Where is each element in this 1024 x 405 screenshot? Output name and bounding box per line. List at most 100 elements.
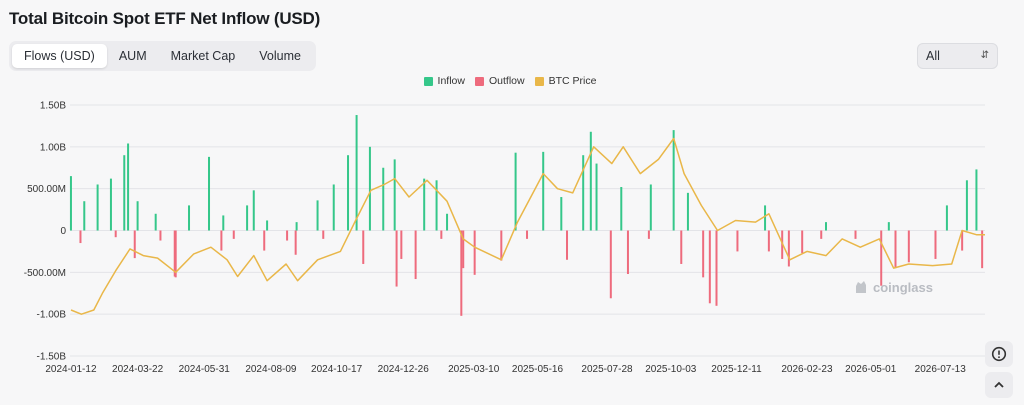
x-tick-label: 2026-05-01 — [845, 364, 897, 375]
inflow-bar — [620, 186, 623, 231]
inflow-bar — [188, 205, 191, 231]
inflow-bar — [764, 205, 767, 231]
range-select-value: All — [926, 49, 940, 63]
inflow-bar — [435, 180, 438, 231]
y-tick-label: -500.00M — [24, 268, 66, 279]
outflow-bar — [174, 230, 177, 278]
outflow-bar — [702, 230, 705, 278]
outflow-bar — [961, 230, 964, 251]
inflow-bar — [649, 184, 652, 231]
metric-tabs: Flows (USD) AUM Market Cap Volume — [9, 41, 316, 71]
legend-item-outflow[interactable]: Outflow — [474, 75, 525, 87]
legend-label-outflow: Outflow — [488, 75, 525, 87]
x-tick-label: 2025-03-10 — [448, 364, 500, 375]
inflow-bar — [347, 155, 350, 231]
tab-aum[interactable]: AUM — [118, 49, 147, 63]
inflow-bar — [208, 156, 211, 231]
scroll-top-button[interactable] — [985, 372, 1013, 398]
inflow-bar — [595, 163, 598, 231]
inflow-bar — [316, 200, 319, 231]
range-select[interactable]: All ⇵ — [917, 43, 998, 69]
outflow-bar — [440, 230, 443, 239]
y-tick-label: -1.00B — [37, 310, 67, 321]
x-tick-label: 2024-10-17 — [311, 364, 363, 375]
coinglass-logo-icon — [856, 281, 866, 293]
outflow-bar — [715, 230, 718, 306]
outflow-bar — [220, 230, 223, 251]
inflow-bar — [266, 220, 269, 231]
chevron-updown-icon: ⇵ — [980, 50, 989, 61]
x-tick-label: 2025-12-11 — [711, 364, 762, 375]
outflow-bar — [322, 230, 325, 239]
x-tick-label: 2024-12-26 — [378, 364, 430, 375]
inflow-bar — [446, 213, 449, 231]
outflow-bar — [820, 230, 823, 239]
x-axis-ticks: 2024-01-12 2024-03-22 2024-05-31 2024-08-09… — [45, 364, 966, 375]
outflow-bar — [708, 230, 711, 304]
inflow-bar — [127, 143, 130, 231]
alert-clock-icon — [991, 346, 1007, 362]
y-axis-ticks: -1.50B -1.00B -500.00M 0 500.00M 1.00B 1.50B — [24, 101, 67, 363]
inflow-bar — [252, 190, 255, 231]
outflow-bar — [626, 230, 629, 275]
inflow-bar — [109, 178, 112, 231]
inflow-bar — [887, 222, 890, 231]
watermark: coinglass — [853, 279, 933, 295]
x-tick-label: 2024-08-09 — [245, 364, 297, 375]
alert-button[interactable] — [985, 341, 1013, 367]
outflow-bar — [787, 230, 790, 267]
outflow-bar — [526, 230, 529, 239]
inflow-bar — [824, 222, 827, 231]
inflow-bar — [246, 205, 249, 231]
watermark-text: coinglass — [873, 279, 933, 295]
outflow-bar — [159, 230, 162, 241]
outflow-bar — [286, 230, 289, 241]
inflow-bar — [295, 222, 298, 231]
btc-price-line — [70, 137, 985, 315]
y-tick-label: 0 — [60, 226, 66, 237]
inflow-bar — [332, 184, 335, 231]
outflow-bar — [462, 230, 465, 269]
outflow-bar — [854, 230, 857, 239]
legend-item-inflow[interactable]: Inflow — [423, 75, 465, 87]
x-tick-label: 2025-07-28 — [581, 364, 633, 375]
legend-label-btc-price: BTC Price — [548, 75, 597, 87]
inflow-bar — [393, 159, 396, 231]
page-title: Total Bitcoin Spot ETF Net Inflow (USD) — [9, 9, 321, 28]
chevron-up-icon — [994, 381, 1004, 388]
bars — [69, 115, 984, 316]
tab-flows[interactable]: Flows (USD) — [12, 44, 107, 68]
inflow-bar — [542, 151, 545, 231]
outflow-bar — [473, 230, 476, 275]
inflow-bar — [123, 155, 126, 231]
y-tick-label: 1.00B — [40, 142, 66, 153]
x-tick-label: 2025-05-16 — [512, 364, 564, 375]
tab-volume[interactable]: Volume — [259, 49, 301, 63]
inflow-bar — [945, 205, 948, 231]
legend-item-btc-price[interactable]: BTC Price — [534, 75, 597, 87]
inflow-bar — [69, 176, 72, 231]
outflow-bar — [894, 230, 897, 269]
inflow-bar — [582, 155, 585, 231]
outflow-bar — [934, 230, 937, 259]
outflow-bar — [114, 230, 117, 238]
outflow-bar — [981, 230, 984, 269]
y-tick-label: 500.00M — [27, 184, 66, 195]
btc-price-series-line — [70, 137, 985, 315]
outflow-bar — [263, 230, 266, 251]
outflow-bar — [294, 230, 297, 255]
inflow-bar — [686, 192, 689, 231]
outflow-bar — [609, 230, 612, 299]
legend-swatch-outflow — [474, 76, 484, 86]
inflow-bar — [136, 201, 139, 231]
x-tick-label: 2024-05-31 — [179, 364, 231, 375]
outflow-bar — [736, 230, 739, 252]
x-tick-label: 2025-10-03 — [645, 364, 697, 375]
inflow-bar — [355, 115, 358, 231]
inflow-bar — [382, 167, 385, 231]
inflow-bar — [423, 178, 426, 231]
inflow-bar — [672, 130, 675, 231]
x-tick-label: 2024-03-22 — [112, 364, 164, 375]
tab-market-cap[interactable]: Market Cap — [170, 49, 236, 63]
